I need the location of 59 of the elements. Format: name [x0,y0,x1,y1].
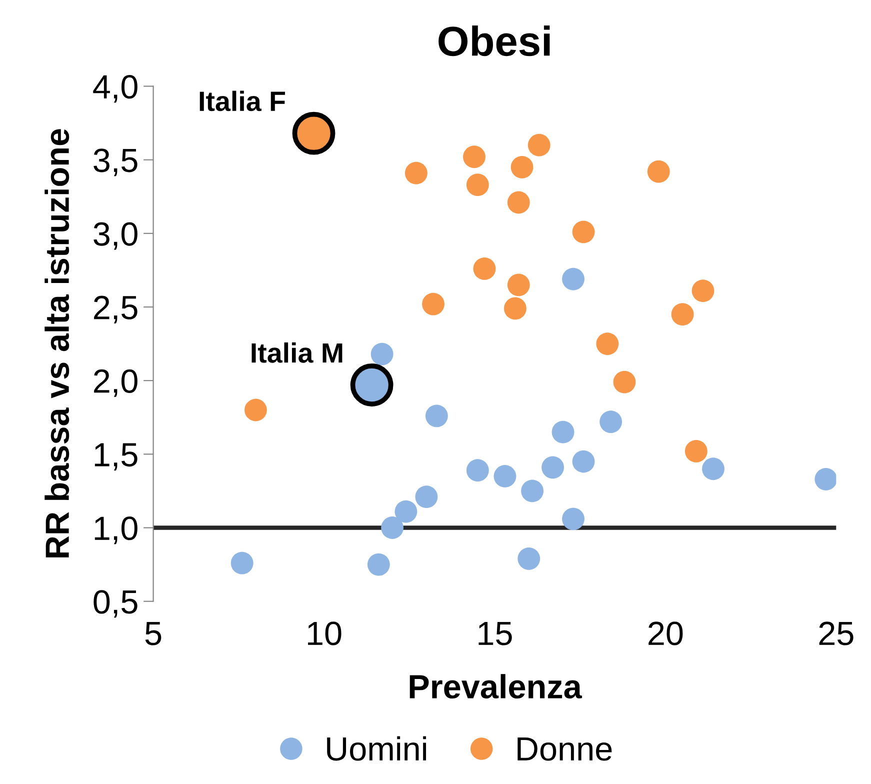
point [370,342,394,366]
point [463,146,486,168]
point [702,458,724,480]
y-tick-label: 3,5 [94,148,138,176]
point [562,268,584,290]
y-tick-label: 4,0 [93,75,138,103]
point [507,274,530,296]
point [562,508,584,530]
x-tick-label: 25 [819,622,854,646]
point [466,459,489,482]
point [647,160,670,183]
y-tick-label: 2,5 [94,296,138,324]
point [814,468,836,490]
chart-title: Obesi [438,25,550,56]
point [600,410,622,433]
point [671,303,694,326]
point [507,191,530,214]
point [350,364,394,406]
y-tick-label: 0,5 [94,590,138,618]
x-tick-label: 20 [648,622,683,646]
point [510,156,534,178]
point [394,500,418,523]
x-tick-label: 10 [308,622,342,646]
point [422,292,444,316]
point [473,258,496,280]
point [528,134,550,156]
point [405,162,428,184]
point [230,552,254,574]
legend-label: Uomini [327,736,426,761]
point [552,420,574,444]
x-tick-label: 15 [478,622,512,646]
y-tick-label: 3,0 [94,222,138,250]
point [572,450,595,473]
point [613,370,636,394]
annotation: Italia F [200,90,285,112]
point [494,465,516,488]
point [244,398,267,422]
y-tick-label: 1,5 [94,443,138,471]
point [466,174,489,196]
point [521,480,544,502]
legend-label: Donne [518,737,612,761]
point [425,404,448,428]
point [518,547,540,570]
point [684,440,708,462]
point [542,456,564,479]
y-tick-label: 1,0 [94,516,138,544]
point [292,112,336,155]
point [415,486,438,508]
point [504,297,526,320]
y-tick-label: 2,0 [94,369,138,397]
point [596,332,619,355]
y-axis-title: RR bassa vs alta istruzione [44,129,70,558]
point [692,280,714,302]
x-tick-label: 5 [145,622,162,646]
point [381,516,404,539]
annotation: Italia M [252,342,342,363]
x-axis-title: Prevalenza [410,674,582,699]
point [367,553,390,576]
point [572,220,595,244]
